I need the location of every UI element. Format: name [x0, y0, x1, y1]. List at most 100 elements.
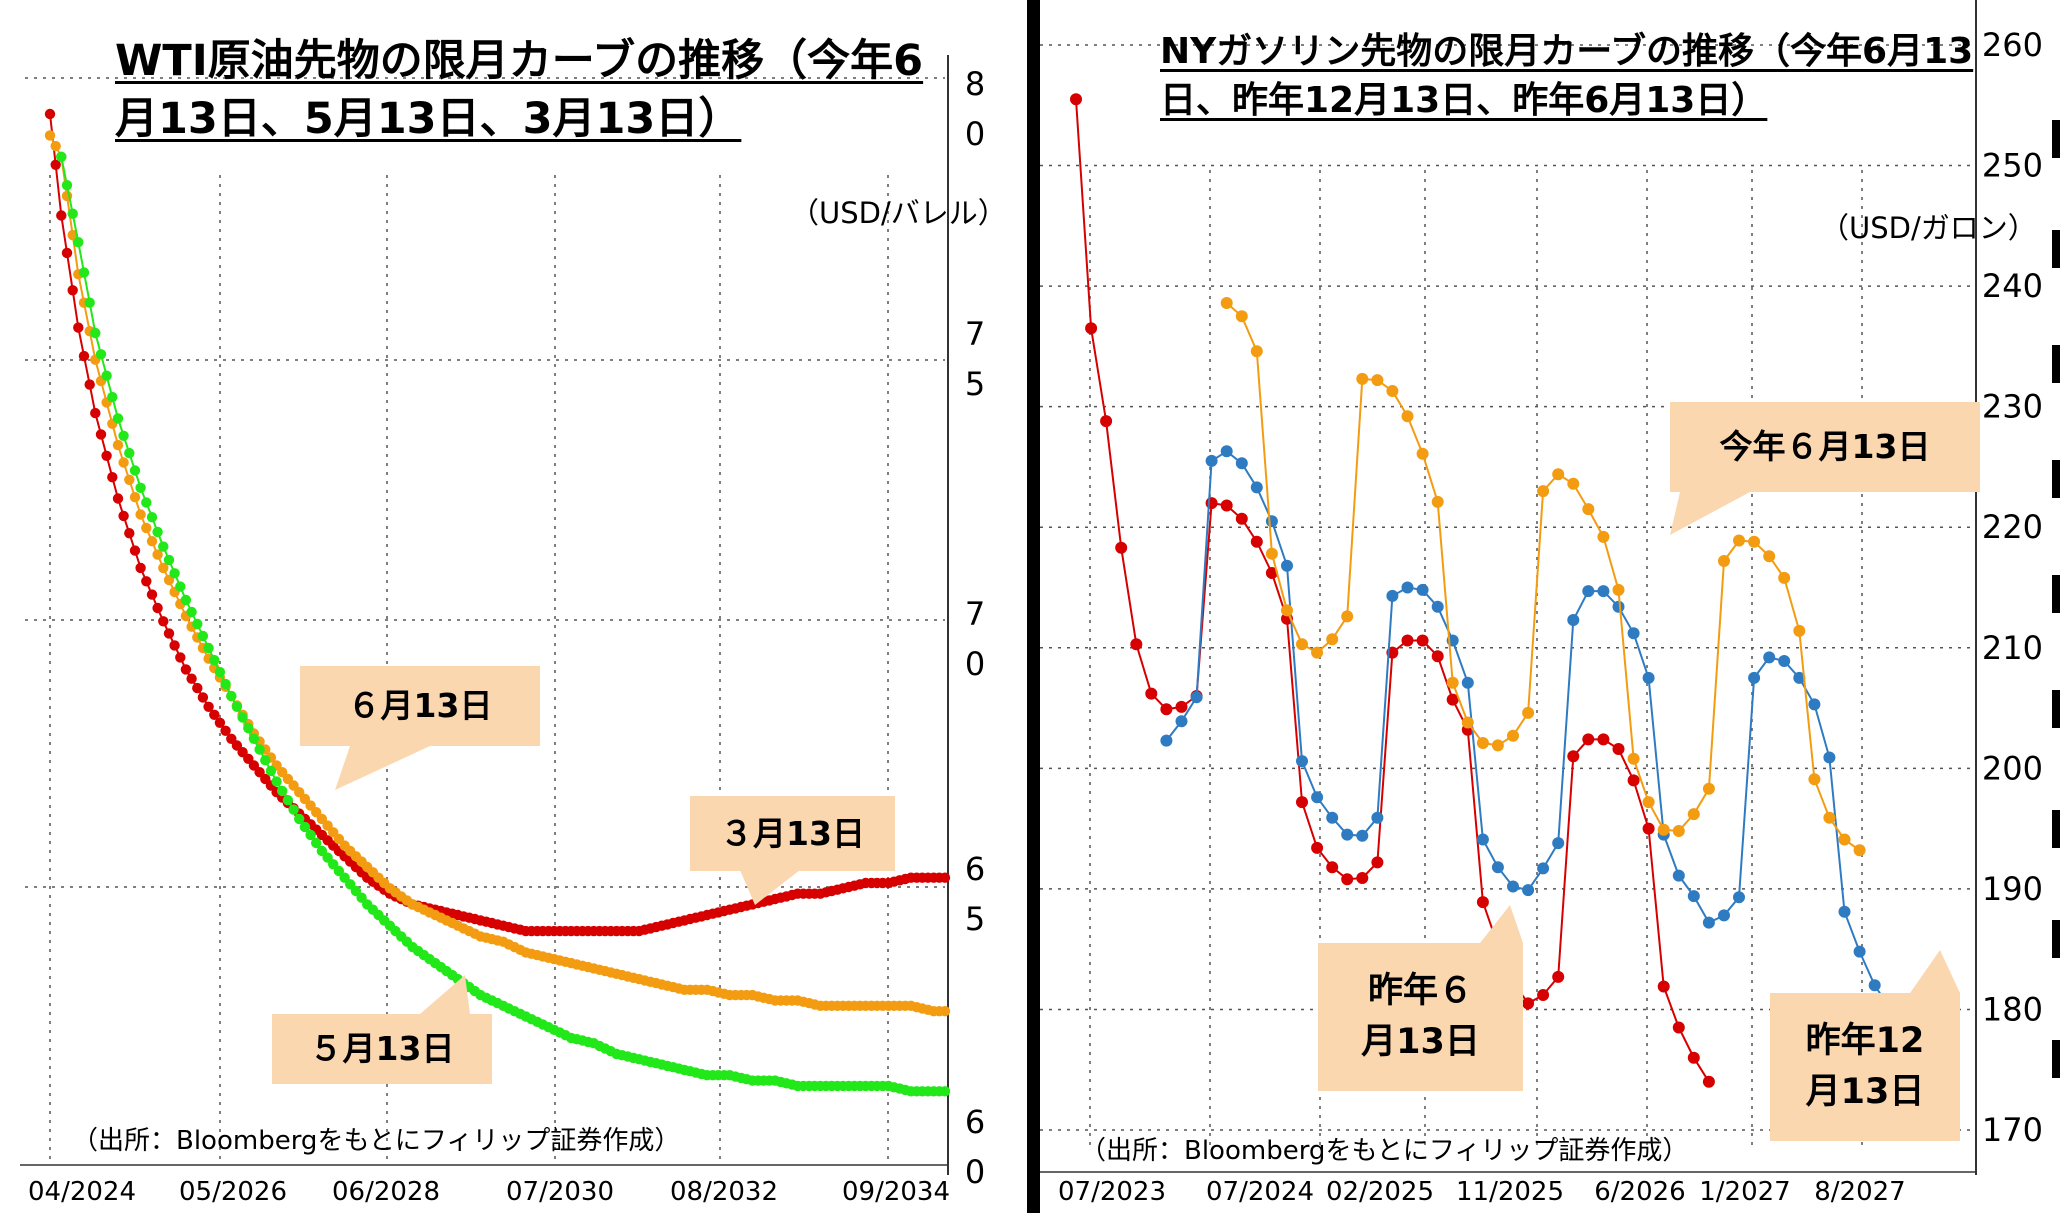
gasoline-data-point — [1371, 811, 1384, 824]
wti-y-tick-labels: 8 0 7 5 7 0 6 5 6 0 — [965, 65, 985, 1191]
wti-data-point — [305, 829, 316, 841]
gasoline-data-point — [1853, 844, 1866, 857]
wti-data-point — [288, 804, 299, 815]
gasoline-y-tick-label: 240 — [1982, 267, 2043, 305]
wti-data-point — [169, 568, 180, 579]
gasoline-data-point — [1235, 310, 1248, 323]
gasoline-unit-label: （USD/ガロン） — [1820, 211, 2037, 245]
gasoline-data-point — [1522, 884, 1535, 897]
gasoline-data-point — [1552, 468, 1565, 481]
wti-y-tick-label-digit2: 5 — [965, 900, 985, 938]
gasoline-y-tick-labels: 260 250 240 230 220 210 200 190 180 170 — [1982, 26, 2043, 1149]
callout-last-year-jun13: 昨年６ 月13日 — [1318, 943, 1523, 1091]
gasoline-y-tick-label: 220 — [1982, 508, 2043, 546]
gasoline-x-tick-label: 02/2025 — [1326, 1177, 1434, 1207]
wti-data-point — [203, 701, 214, 712]
gasoline-data-point — [1416, 583, 1429, 596]
gasoline-data-point — [1687, 890, 1700, 903]
gasoline-data-point — [1808, 698, 1821, 711]
gasoline-data-point — [1476, 737, 1489, 749]
gasoline-data-point — [1160, 734, 1173, 747]
gasoline-data-point — [1627, 774, 1640, 787]
gasoline-data-point — [1356, 829, 1369, 842]
callout-this-year-jun13: 今年６月13日 — [1670, 402, 1980, 492]
gasoline-x-tick-label: 11/2025 — [1456, 1177, 1564, 1207]
gasoline-data-point — [1657, 823, 1670, 836]
wti-x-tick-label: 04/2024 — [28, 1177, 136, 1207]
gasoline-data-point — [1431, 600, 1444, 613]
gasoline-data-point — [1627, 752, 1640, 765]
gasoline-data-point — [1100, 415, 1113, 428]
wti-data-point — [141, 522, 152, 534]
gasoline-data-point — [1582, 503, 1595, 516]
gasoline-chart-title: NYガソリン先物の限月カーブの推移（今年6月13日、昨年12月13日、昨年6月1… — [1160, 31, 1974, 121]
gasoline-data-point — [1341, 828, 1354, 841]
gasoline-data-point — [1250, 481, 1263, 494]
callout-last-year-jun13-pointer — [1480, 905, 1523, 943]
gasoline-data-point — [1326, 861, 1339, 874]
gasoline-data-point — [1778, 571, 1791, 584]
gasoline-data-point — [1341, 610, 1354, 623]
gasoline-data-point — [1446, 676, 1459, 689]
gasoline-data-point — [1537, 989, 1550, 1001]
gasoline-data-point — [1235, 457, 1248, 470]
wti-series-line — [49, 134, 945, 1013]
gasoline-y-tick-label: 230 — [1982, 388, 2043, 426]
wti-data-point — [260, 755, 271, 766]
gasoline-data-point — [1461, 676, 1474, 689]
wti-data-point — [141, 497, 152, 508]
wti-data-point — [124, 474, 135, 485]
wti-data-point — [73, 322, 84, 333]
wti-data-point — [135, 482, 146, 493]
gasoline-data-point — [1597, 530, 1610, 543]
gasoline-series-2 — [1220, 297, 1866, 857]
gasoline-data-point — [1702, 782, 1715, 795]
wti-data-point — [146, 536, 158, 547]
wti-data-point — [163, 554, 175, 566]
gasoline-data-point — [1085, 322, 1098, 335]
gasoline-data-point — [1507, 729, 1519, 742]
wti-data-point — [203, 642, 214, 654]
wti-y-tick-label-digit1: 7 — [965, 315, 985, 353]
gasoline-data-point — [1597, 733, 1610, 746]
wti-data-point — [124, 447, 135, 459]
wti-x-tick-label: 07/2030 — [506, 1177, 614, 1207]
gasoline-data-point — [1642, 671, 1655, 684]
wti-data-point — [112, 413, 124, 424]
wti-data-point — [243, 722, 254, 734]
gasoline-data-point — [1220, 499, 1233, 512]
wti-data-point — [175, 581, 186, 592]
gasoline-data-point — [1296, 638, 1308, 651]
gasoline-data-point — [1763, 651, 1776, 664]
wti-data-point — [220, 678, 231, 690]
wti-data-point — [95, 349, 107, 360]
wti-data-point — [197, 692, 209, 703]
wti-data-point — [277, 785, 288, 797]
gasoline-data-point — [1748, 535, 1761, 548]
wti-data-point — [84, 297, 95, 308]
gasoline-series — [1070, 93, 1960, 1088]
wti-x-tick-label: 05/2026 — [179, 1177, 287, 1207]
wti-data-point — [311, 837, 322, 849]
callout-mar13-pointer — [740, 870, 800, 905]
gasoline-data-point — [1326, 633, 1339, 646]
gasoline-data-point — [1687, 808, 1700, 821]
gasoline-data-point — [1507, 880, 1519, 893]
wti-chart-title: WTI原油先物の限月カーブの推移（今年6月13日、5月13日、3月13日） — [115, 36, 924, 145]
wti-data-point — [152, 549, 163, 560]
gasoline-data-point — [1115, 541, 1128, 554]
wti-data-point — [129, 545, 141, 556]
wti-data-point — [67, 208, 78, 219]
gasoline-axes — [1040, 0, 2060, 1175]
gasoline-data-point — [1281, 559, 1293, 572]
gasoline-data-point — [1672, 825, 1685, 837]
wti-x-tick-label: 09/2034 — [842, 1177, 950, 1207]
wti-data-point — [95, 429, 107, 440]
wti-data-point — [118, 510, 129, 522]
wti-data-point — [90, 327, 101, 339]
wti-series-2 — [56, 151, 951, 1097]
gasoline-data-point — [1491, 739, 1504, 752]
gasoline-x-tick-label: 07/2024 — [1206, 1177, 1314, 1207]
gasoline-axis-tick-mark — [2052, 575, 2060, 613]
wti-data-point — [112, 439, 124, 451]
